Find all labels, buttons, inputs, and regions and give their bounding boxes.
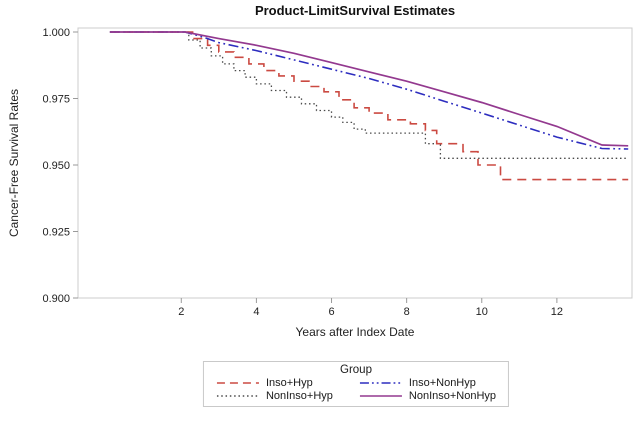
y-tick-label: 0.925 <box>42 226 70 238</box>
legend-entries: Inso+Hyp Inso+NonHyp NonInso+Hyp NonInso+No… <box>216 377 496 402</box>
legend-line-swatch <box>216 382 259 384</box>
legend-line-swatch <box>216 395 259 397</box>
x-tick-label: 2 <box>178 306 184 318</box>
legend-entry-label: Inso+Hyp <box>265 377 313 389</box>
legend-entry: Inso+NonHyp <box>359 377 496 389</box>
x-tick-label: 12 <box>551 306 563 318</box>
survival-plot-canvas: 1.000 0.975 0.950 0.925 0.900 2 4 6 8 10 12 <box>42 27 633 318</box>
legend-entry: Inso+Hyp <box>216 377 333 389</box>
y-tick-label: 0.950 <box>42 160 70 172</box>
survival-curve-inso-hyp <box>109 31 629 181</box>
legend-entry: NonInso+NonHyp <box>359 390 496 402</box>
survival-curve-inso-nonhyp <box>109 31 629 150</box>
y-tick-label: 1.000 <box>42 27 70 39</box>
legend-entry: NonInso+Hyp <box>216 390 333 402</box>
x-tick-label: 4 <box>253 306 259 318</box>
legend: Group Inso+Hyp Inso+NonHyp NonInso+Hyp NonI… <box>202 361 510 407</box>
plot-frame <box>77 27 633 299</box>
x-tick-label: 8 <box>404 306 410 318</box>
survival-curve-noninso-nonhyp <box>109 31 629 147</box>
y-tick-label: 0.900 <box>42 293 70 305</box>
legend-entry-label: Inso+NonHyp <box>408 377 476 389</box>
x-tick-label: 10 <box>476 306 488 318</box>
y-axis-label: Cancer-Free Survival Rates <box>7 88 21 238</box>
legend-entry-label: NonInso+Hyp <box>265 390 333 402</box>
legend-line-swatch <box>359 395 402 397</box>
survival-curve-noninso-hyp <box>109 31 629 159</box>
legend-title: Group <box>340 364 372 376</box>
y-tick-label: 0.975 <box>42 93 70 105</box>
legend-line-swatch <box>359 382 402 384</box>
x-axis-label: Years after Index Date <box>295 325 415 339</box>
chart-title: Product-LimitSurvival Estimates <box>254 3 456 18</box>
x-tick-label: 6 <box>328 306 334 318</box>
legend-entry-label: NonInso+NonHyp <box>408 390 497 402</box>
